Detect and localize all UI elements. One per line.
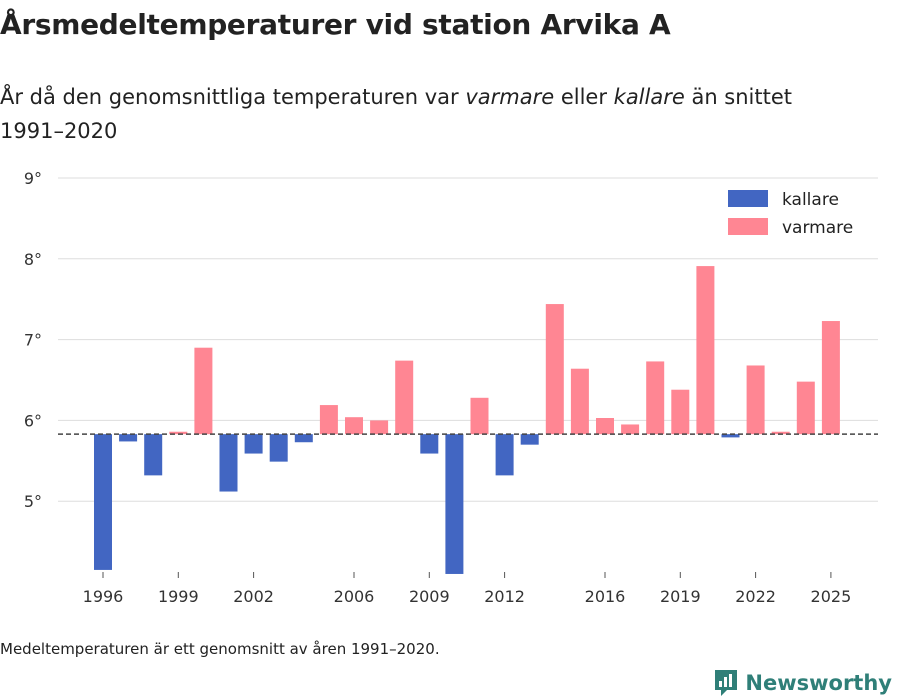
x-tick-label: 2006 bbox=[334, 587, 375, 606]
bar-1998 bbox=[144, 434, 163, 476]
brand: Newsworthy bbox=[713, 668, 892, 698]
bar-2019 bbox=[671, 389, 690, 435]
chart-subtitle: År då den genomsnittliga temperaturen va… bbox=[0, 80, 860, 148]
y-tick-label: 5° bbox=[24, 492, 42, 511]
x-tick-label: 2009 bbox=[409, 587, 450, 606]
bar-2017 bbox=[621, 424, 640, 435]
y-tick-label: 7° bbox=[24, 331, 42, 350]
y-axis: 5° 6° 7° 8° 9° bbox=[24, 169, 42, 511]
newsworthy-logo-icon bbox=[715, 670, 738, 696]
legend-swatch-kallare bbox=[728, 190, 768, 207]
legend: kallare varmare bbox=[728, 190, 853, 238]
bar-2018 bbox=[646, 361, 665, 435]
bar-2007 bbox=[370, 420, 389, 435]
bar-2021 bbox=[721, 434, 740, 438]
x-axis: 1996 1999 2002 2006 2009 2012 2016 2019 2022 2025 bbox=[83, 572, 852, 606]
x-tick-label: 2019 bbox=[660, 587, 701, 606]
x-tick-label: 2022 bbox=[735, 587, 776, 606]
x-tick-label: 2012 bbox=[484, 587, 525, 606]
legend-swatch-varmare bbox=[728, 218, 768, 235]
subtitle-cold-word: kallare bbox=[613, 85, 685, 109]
bar-2010 bbox=[445, 434, 464, 574]
y-tick-label: 6° bbox=[24, 411, 42, 430]
x-tick-label: 2025 bbox=[811, 587, 852, 606]
bar-chart: 5° 6° 7° 8° 9° 1996 1999 2002 2006 2009 2012 2016 2… bbox=[24, 169, 878, 606]
bar-2002 bbox=[244, 434, 263, 454]
y-tick-label: 8° bbox=[24, 250, 42, 269]
subtitle-mid: eller bbox=[554, 85, 614, 109]
bar-2008 bbox=[395, 360, 414, 435]
bar-2014 bbox=[545, 304, 564, 435]
bar-1997 bbox=[119, 434, 138, 442]
bar-2025 bbox=[821, 321, 840, 435]
bar-2004 bbox=[294, 434, 313, 443]
x-tick-label: 2016 bbox=[585, 587, 626, 606]
bar-2013 bbox=[520, 434, 539, 445]
bar-2009 bbox=[420, 434, 439, 454]
bar-2024 bbox=[796, 381, 815, 435]
bar-2003 bbox=[269, 434, 288, 462]
subtitle-suffix: än snittet 1991–2020 bbox=[0, 85, 793, 143]
legend-label-varmare: varmare bbox=[782, 218, 853, 238]
x-tick-label: 1996 bbox=[83, 587, 124, 606]
x-tick-label: 2002 bbox=[233, 587, 274, 606]
bar-2005 bbox=[319, 405, 338, 435]
brand-name: Newsworthy bbox=[745, 671, 892, 695]
bar-2011 bbox=[470, 397, 489, 435]
bar-1996 bbox=[94, 434, 112, 570]
bar-1999 bbox=[169, 431, 188, 435]
bar-2006 bbox=[345, 417, 363, 435]
bar-2015 bbox=[570, 368, 589, 435]
chart-title: Årsmedeltemperaturer vid station Arvika … bbox=[0, 8, 671, 41]
bar-2001 bbox=[219, 434, 238, 492]
legend-label-kallare: kallare bbox=[782, 190, 839, 210]
footnote: Medeltemperaturen är ett genomsnitt av å… bbox=[0, 640, 440, 658]
bar-2023 bbox=[771, 431, 790, 435]
subtitle-warm-word: varmare bbox=[465, 85, 555, 109]
bar-2022 bbox=[746, 365, 765, 435]
y-tick-label: 9° bbox=[24, 169, 42, 188]
bar-2020 bbox=[696, 266, 715, 435]
bar-2012 bbox=[495, 434, 514, 476]
x-tick-label: 1999 bbox=[158, 587, 199, 606]
bars bbox=[94, 266, 840, 574]
subtitle-prefix: År då den genomsnittliga temperaturen va… bbox=[0, 85, 466, 109]
bar-2016 bbox=[596, 418, 614, 435]
bar-2000 bbox=[194, 347, 213, 435]
grid-lines bbox=[58, 177, 878, 502]
